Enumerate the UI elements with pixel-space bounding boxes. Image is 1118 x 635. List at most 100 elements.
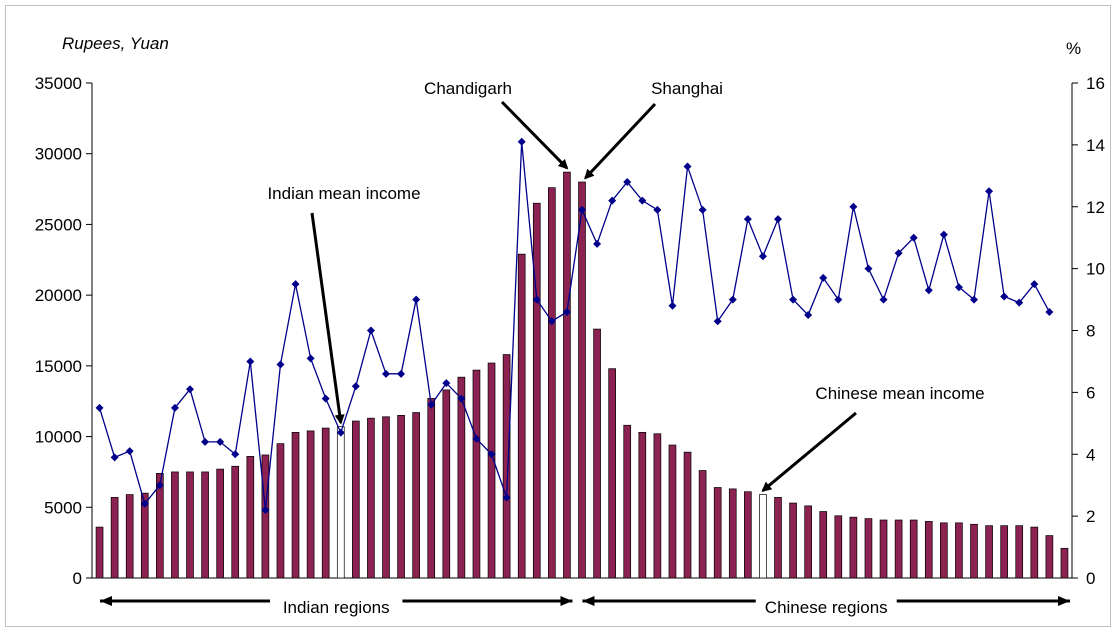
line-point [819,273,828,282]
bar [427,398,436,579]
region-label: Indian regions [283,598,390,617]
series-line [98,141,1050,511]
bar [125,494,134,579]
line-point [382,369,390,378]
line-point [351,382,360,391]
bar [246,456,255,579]
bar [894,519,903,579]
line-point [246,357,255,366]
line-point [713,317,722,326]
left-tick-label: 15000 [35,357,82,376]
line-point [774,215,782,224]
bar [186,471,194,579]
bar [321,427,330,579]
line-point [849,202,858,211]
bar [442,389,451,579]
line-point [321,394,330,403]
bar [171,471,179,579]
line-point [547,317,556,326]
bar [156,472,164,579]
right-tick-label: 6 [1086,383,1095,402]
bar [502,354,511,579]
line-point [502,493,511,502]
region-labels: Indian regions Chinese regions [100,596,1070,617]
bar [864,518,873,579]
bar [487,362,496,579]
line-point [578,205,586,214]
region-arrowhead [560,596,573,606]
line-point [457,394,466,403]
bar [216,468,224,579]
bar [728,488,737,579]
line-point [834,295,843,304]
right-tick-label: 2 [1086,507,1095,526]
bar [1030,526,1039,579]
annotation-label: Shanghai [651,79,723,98]
annotation-label: Chinese mean income [815,384,984,403]
bar [668,444,677,579]
region-label: Chinese regions [765,598,888,617]
right-tick-label: 16 [1086,74,1105,93]
bar [276,443,285,579]
bar [744,491,752,579]
right-tick-label: 10 [1086,260,1105,279]
line-point [306,354,315,363]
bar [1045,535,1054,579]
bar [638,431,647,579]
line-point [140,499,149,508]
line-point [1015,298,1024,307]
line-point [276,360,285,369]
left-axis-title: Rupees, Yuan [62,34,169,53]
left-tick-label: 5000 [44,498,82,517]
line-point [970,295,978,304]
bar [985,525,993,579]
bar [970,523,978,579]
line-point [201,437,210,446]
bar [352,420,360,579]
right-tick-label: 14 [1086,136,1105,155]
line-point [412,295,421,304]
annotation-label: Indian mean income [267,184,420,203]
line-point [593,239,602,248]
line-point [758,252,767,261]
left-tick-label: 20000 [35,286,82,305]
line-point [366,326,375,335]
bar [653,433,662,579]
bar [683,451,692,579]
bar [201,471,209,579]
bar [713,487,722,579]
bar [1060,547,1069,579]
bar [532,202,541,579]
bar [472,369,481,579]
bar [367,417,375,579]
bar [804,505,812,579]
line-point [397,369,406,378]
line-point [638,196,647,205]
right-tick-label: 12 [1086,198,1105,217]
line-point [186,385,194,394]
line-point [804,311,813,320]
line-point [939,230,948,239]
line-point [985,187,994,196]
bar [955,522,963,579]
bar [698,470,707,579]
line-point [623,178,632,186]
left-tick-label: 30000 [35,145,82,164]
bar [412,412,420,579]
left-tick-label: 35000 [35,74,82,93]
bar [382,416,390,579]
line-point [155,481,164,490]
bar [1000,525,1008,579]
bar [517,253,526,579]
bar [578,181,586,579]
line-point [125,447,134,456]
bar [95,526,104,579]
axes: 0 5000 10000 15000 20000 25000 30000 35000 0 2 4 6 8… [35,74,1105,588]
line-point [668,301,677,310]
line-point [1000,292,1009,301]
bar [834,515,843,579]
bar [563,171,571,579]
line-point [532,295,541,304]
